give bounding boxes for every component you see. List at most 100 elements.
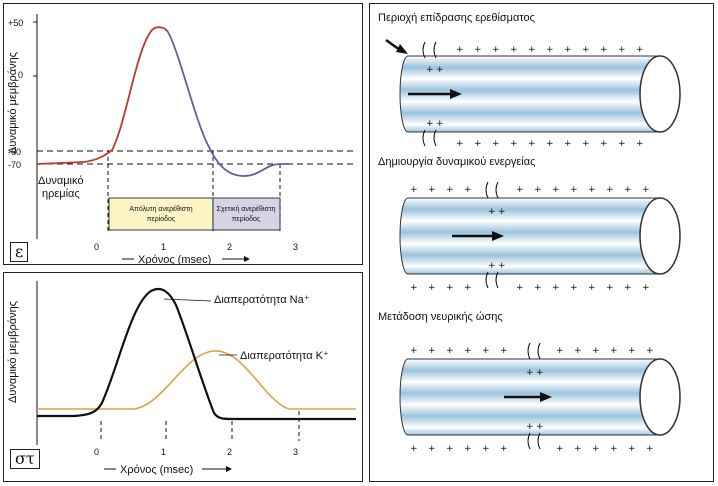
svg-text:+: +	[528, 45, 536, 55]
svg-text:+: +	[642, 283, 650, 293]
top-chart-panel: +50 0 -60 -70 Δυναμικό μεμβράνης Απόλυτη…	[3, 3, 363, 266]
svg-text:+: +	[456, 139, 464, 149]
xaxis-arrow-icon	[244, 256, 250, 262]
svg-text:+: +	[474, 45, 482, 55]
svg-text:+: +	[592, 444, 600, 454]
svg-text:+: +	[464, 346, 472, 356]
svg-text:+: +	[526, 422, 534, 432]
svg-text:+: +	[456, 45, 464, 55]
svg-text:+: +	[498, 261, 506, 271]
svg-text:+: +	[636, 45, 644, 55]
svg-text:+: +	[600, 45, 608, 55]
bottom-xtick-2: 2	[227, 447, 232, 457]
stage1-title: Περιοχή επίδρασης ερεθίσματος	[378, 12, 535, 24]
axon-stage-2: + + + + + + + + + + + + + + + + + + + + + + + + + + + +	[399, 181, 681, 293]
svg-text:+: +	[492, 139, 500, 149]
svg-text:+: +	[446, 283, 454, 293]
svg-text:+: +	[492, 45, 500, 55]
svg-text:+: +	[624, 185, 632, 195]
svg-text:+: +	[534, 185, 542, 195]
bottom-xtick-0: 0	[94, 447, 99, 457]
relative-refractory-line2: περίοδος	[232, 215, 261, 223]
svg-text:+: +	[628, 444, 636, 454]
svg-text:+: +	[428, 283, 436, 293]
xtick-2: 2	[227, 242, 232, 252]
svg-text:+: +	[600, 139, 608, 149]
svg-text:+: +	[428, 185, 436, 195]
svg-text:+: +	[482, 346, 490, 356]
svg-text:+: +	[646, 346, 654, 356]
svg-text:+: +	[500, 444, 508, 454]
action-potential-rise	[36, 26, 169, 165]
ytick-70: -70	[8, 160, 21, 170]
svg-text:+: +	[516, 185, 524, 195]
action-potential-fall	[167, 31, 289, 177]
resting-label-1: Δυναμικό	[38, 175, 84, 187]
svg-text:+: +	[570, 185, 578, 195]
relative-refractory-box	[212, 197, 281, 231]
svg-text:+: +	[488, 261, 496, 271]
svg-text:+: +	[552, 283, 560, 293]
svg-text:+: +	[488, 207, 496, 217]
svg-text:+: +	[426, 119, 434, 129]
svg-text:+: +	[642, 185, 650, 195]
na-permeability-curve	[37, 287, 356, 421]
bottom-xlabel: Χρόνος (msec)	[120, 464, 193, 476]
svg-text:+: +	[574, 346, 582, 356]
svg-text:+: +	[592, 346, 600, 356]
svg-text:+: +	[498, 207, 506, 217]
absolute-refractory-box	[108, 197, 214, 231]
svg-text:+: +	[446, 444, 454, 454]
svg-text:+: +	[528, 139, 536, 149]
top-xlabel: Χρόνος (msec)	[138, 254, 211, 264]
svg-text:+: +	[510, 45, 518, 55]
svg-text:+: +	[410, 346, 418, 356]
relative-refractory-line1: Σχετική ανερέθιστη	[217, 205, 276, 213]
axon-stage-3: + + + + + + + + + + + + + + + + + + + + + + + + + + + +	[399, 342, 681, 454]
svg-text:+: +	[610, 346, 618, 356]
svg-text:+: +	[610, 444, 618, 454]
resting-label-2: ηρεμίας	[42, 188, 80, 200]
svg-text:+: +	[536, 422, 544, 432]
svg-text:+: +	[618, 139, 626, 149]
svg-text:+: +	[464, 185, 472, 195]
svg-text:+: +	[436, 119, 444, 129]
na-label: Διαπερατότητα Na⁺	[214, 294, 310, 306]
svg-text:+: +	[436, 65, 444, 75]
bottom-xaxis-arrow-icon	[226, 466, 232, 472]
svg-text:+: +	[536, 368, 544, 378]
panel-label-e: ε	[10, 242, 29, 262]
svg-text:+: +	[446, 185, 454, 195]
svg-text:+: +	[482, 444, 490, 454]
panel-label-st: στ	[10, 449, 40, 469]
k-permeability-curve	[37, 350, 356, 410]
flow-arrow-icon-3	[540, 392, 552, 402]
svg-text:+: +	[564, 139, 572, 149]
svg-text:+: +	[546, 45, 554, 55]
svg-text:+: +	[500, 346, 508, 356]
svg-text:+: +	[556, 346, 564, 356]
svg-text:+: +	[636, 139, 644, 149]
top-chart: +50 0 -60 -70 Δυναμικό μεμβράνης Απόλυτη…	[7, 14, 354, 266]
stage2-title: Δημιουργία δυναμικού ενεργείας	[378, 156, 536, 168]
svg-text:+: +	[474, 139, 482, 149]
svg-text:+: +	[606, 185, 614, 195]
axon-stage-1: + + + + + + + + + + + + + + + + + + + + + + + + + +	[385, 38, 681, 149]
xtick-0: 0	[94, 242, 99, 252]
svg-text:+: +	[446, 346, 454, 356]
k-label: Διαπερατότητα K⁺	[240, 350, 329, 362]
svg-text:+: +	[588, 283, 596, 293]
svg-text:+: +	[510, 139, 518, 149]
svg-text:+: +	[582, 45, 590, 55]
svg-text:+: +	[628, 346, 636, 356]
svg-text:+: +	[618, 45, 626, 55]
svg-text:+: +	[564, 45, 572, 55]
stimulus-arrow-icon	[396, 44, 408, 54]
svg-text:+: +	[546, 139, 554, 149]
svg-text:+: +	[646, 444, 654, 454]
xtick-3: 3	[293, 242, 298, 252]
svg-text:+: +	[556, 444, 564, 454]
top-ylabel: Δυναμικό μεμβράνης	[7, 52, 19, 154]
flow-arrow-icon-2	[492, 231, 504, 241]
bottom-chart: Δυναμικό μεμβράνης Διαπερατότητα Na⁺ Δια…	[7, 281, 356, 476]
